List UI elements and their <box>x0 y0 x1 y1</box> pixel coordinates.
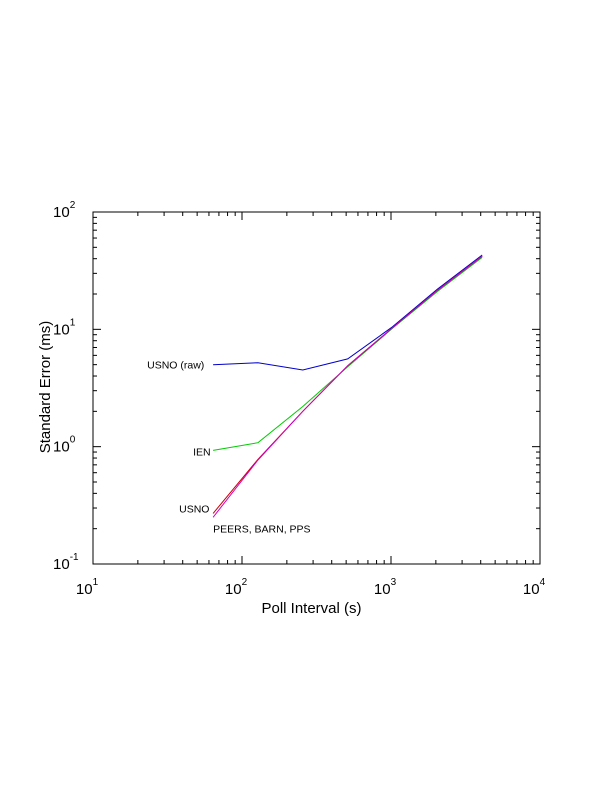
y-tick-label: 100 <box>53 435 76 456</box>
y-tick-label: 102 <box>53 200 76 221</box>
series-line-usno <box>212 255 483 514</box>
y-tick-base: 10 <box>53 439 70 456</box>
y-tick-exponent: 1 <box>70 317 76 328</box>
x-tick-exponent: 2 <box>242 577 248 588</box>
x-tick-base: 10 <box>374 581 391 598</box>
y-tick-exponent: -1 <box>70 552 79 563</box>
x-tick-labels: 101 102 103 104 <box>76 577 546 598</box>
series-lines <box>212 254 483 518</box>
x-axis-label: Poll Interval (s) <box>261 600 361 617</box>
x-tick-exponent: 4 <box>540 577 546 588</box>
y-tick-exponent: 2 <box>70 200 76 211</box>
x-tick-base: 10 <box>225 581 242 598</box>
series-labels: USNO (raw) IEN USNO PEERS, BARN, PPS <box>147 360 310 536</box>
y-tick-label: 101 <box>53 317 76 338</box>
x-tick-exponent: 1 <box>93 577 99 588</box>
y-tick-label: 10-1 <box>53 552 79 573</box>
series-label-ien: IEN <box>193 446 211 458</box>
x-tick-label: 101 <box>76 577 99 598</box>
x-tick-label: 104 <box>523 577 546 598</box>
y-axis-label: Standard Error (ms) <box>37 321 54 454</box>
x-tick-base: 10 <box>523 581 540 598</box>
y-tick-exponent: 0 <box>70 435 76 446</box>
plot-frame <box>92 211 541 565</box>
x-tick-label: 103 <box>374 577 397 598</box>
series-label-usno-raw: USNO (raw) <box>147 360 204 372</box>
x-tick-exponent: 3 <box>391 577 397 588</box>
x-tick-base: 10 <box>76 581 93 598</box>
series-line-ien <box>213 257 483 451</box>
series-line-peers-barn-pps <box>212 255 483 518</box>
series-label-usno: USNO <box>179 503 209 515</box>
y-tick-base: 10 <box>53 556 70 573</box>
x-tick-label: 102 <box>225 577 248 598</box>
tick-marks <box>92 211 541 565</box>
y-tick-base: 10 <box>53 204 70 221</box>
series-label-peers-barn-pps: PEERS, BARN, PPS <box>213 523 310 535</box>
series-line-usno-raw <box>213 254 483 371</box>
y-tick-base: 10 <box>53 321 70 338</box>
